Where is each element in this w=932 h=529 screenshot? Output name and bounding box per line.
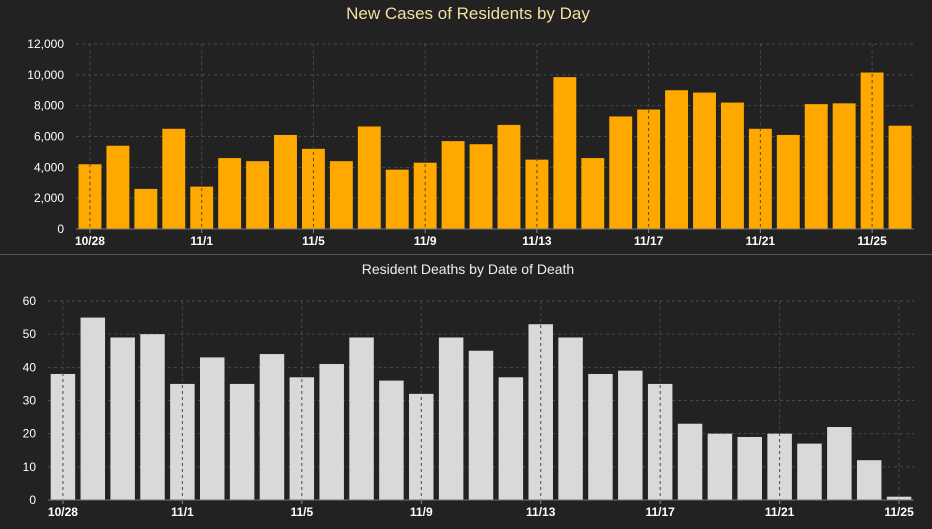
resident-deaths-chart: Resident Deaths by Date of Death 0 10 20 30 4… bbox=[0, 255, 932, 524]
new-cases-chart: New Cases of Residents by Day 0 2,000 4,000… bbox=[0, 0, 932, 255]
bar-10-29 bbox=[106, 145, 130, 229]
new-cases-chart-svg: New Cases of Residents by Day 0 2,000 4,000… bbox=[27, 4, 914, 248]
x-tick-label: 11/25 bbox=[857, 234, 887, 248]
bar-11-16 bbox=[609, 116, 633, 229]
y-tick-label: 60 bbox=[23, 294, 37, 308]
bar-11-10 bbox=[438, 337, 464, 500]
x-tick-label: 11/25 bbox=[884, 505, 914, 519]
resident-deaths-chart-svg: Resident Deaths by Date of Death 0 10 20 30 4… bbox=[23, 261, 914, 519]
bar-11-8 bbox=[385, 169, 409, 229]
x-tick-label: 11/5 bbox=[302, 234, 325, 248]
bar-11-12 bbox=[497, 124, 521, 229]
x-tick-label: 11/13 bbox=[522, 234, 552, 248]
bar-11-6 bbox=[329, 161, 353, 229]
bar-11-20 bbox=[720, 102, 744, 229]
bar-11-7 bbox=[357, 126, 381, 229]
bar-11-19 bbox=[693, 92, 716, 229]
y-tick-label: 30 bbox=[23, 394, 37, 408]
bar-11-15 bbox=[588, 373, 613, 500]
bar-11-18 bbox=[665, 90, 689, 229]
bar-11-23 bbox=[827, 427, 852, 500]
y-tick-label: 12,000 bbox=[27, 37, 64, 51]
bar-10-29 bbox=[80, 317, 106, 500]
chart-divider bbox=[0, 254, 932, 255]
bar-11-16 bbox=[618, 370, 643, 500]
y-tick-label: 40 bbox=[23, 360, 37, 374]
bar-11-3 bbox=[229, 383, 255, 500]
bar-11-10 bbox=[441, 141, 465, 229]
bar-11-22 bbox=[797, 443, 822, 500]
x-tick-label: 11/9 bbox=[410, 505, 433, 519]
x-tick-label: 11/5 bbox=[290, 505, 313, 519]
bar-11-2 bbox=[199, 357, 225, 500]
bar-11-12 bbox=[498, 377, 524, 500]
x-tick-label: 11/9 bbox=[414, 234, 437, 248]
bar-11-11 bbox=[469, 144, 493, 229]
y-tick-label: 2,000 bbox=[34, 191, 64, 205]
y-tick-label: 6,000 bbox=[34, 130, 64, 144]
bar-10-30 bbox=[110, 337, 135, 500]
bar-11-11 bbox=[468, 350, 494, 500]
bar-10-28 bbox=[50, 373, 76, 500]
x-tick-label: 11/17 bbox=[634, 234, 664, 248]
chart-title: New Cases of Residents by Day bbox=[346, 4, 590, 23]
bar-11-23 bbox=[804, 104, 828, 229]
bar-11-3 bbox=[246, 161, 270, 229]
bar-11-24 bbox=[832, 103, 856, 229]
bar-11-25 bbox=[860, 72, 884, 229]
bar-11-2 bbox=[218, 158, 242, 229]
y-tick-label: 0 bbox=[29, 493, 36, 507]
x-tick-label: 11/17 bbox=[645, 505, 675, 519]
bar-11-21 bbox=[767, 433, 792, 500]
y-tick-label: 8,000 bbox=[34, 99, 64, 113]
bar-11-17 bbox=[637, 109, 661, 229]
bar-11-14 bbox=[558, 337, 583, 500]
y-tick-label: 20 bbox=[23, 427, 37, 441]
x-tick-label: 11/1 bbox=[171, 505, 194, 519]
x-tick-label: 11/21 bbox=[746, 234, 776, 248]
bar-11-22 bbox=[776, 134, 800, 229]
y-tick-label: 10 bbox=[23, 460, 37, 474]
y-tick-label: 0 bbox=[57, 222, 64, 236]
bar-10-31 bbox=[162, 128, 186, 229]
bar-11-6 bbox=[319, 364, 344, 500]
x-tick-label: 10/28 bbox=[48, 505, 78, 519]
bar-11-18 bbox=[677, 423, 703, 500]
x-tick-label: 11/21 bbox=[765, 505, 795, 519]
bar-11-4 bbox=[259, 354, 285, 500]
bar-10-30 bbox=[134, 188, 158, 229]
bar-11-7 bbox=[349, 337, 374, 500]
x-tick-label: 11/1 bbox=[190, 234, 213, 248]
bar-11-8 bbox=[379, 380, 404, 500]
x-tick-label: 10/28 bbox=[75, 234, 105, 248]
bar-11-24 bbox=[856, 460, 882, 500]
bar-11-19 bbox=[707, 433, 733, 500]
y-tick-label: 4,000 bbox=[34, 160, 64, 174]
bar-10-31 bbox=[140, 334, 165, 500]
chart-title: Resident Deaths by Date of Death bbox=[362, 261, 574, 277]
bar-11-20 bbox=[737, 436, 763, 500]
bar-11-14 bbox=[553, 77, 577, 229]
bar-11-4 bbox=[274, 134, 297, 229]
bar-11-15 bbox=[581, 158, 605, 229]
bar-11-26 bbox=[888, 125, 912, 229]
bar-11-25 bbox=[886, 496, 912, 500]
y-tick-label: 10,000 bbox=[27, 68, 64, 82]
x-tick-label: 11/13 bbox=[526, 505, 556, 519]
y-tick-label: 50 bbox=[23, 327, 37, 341]
